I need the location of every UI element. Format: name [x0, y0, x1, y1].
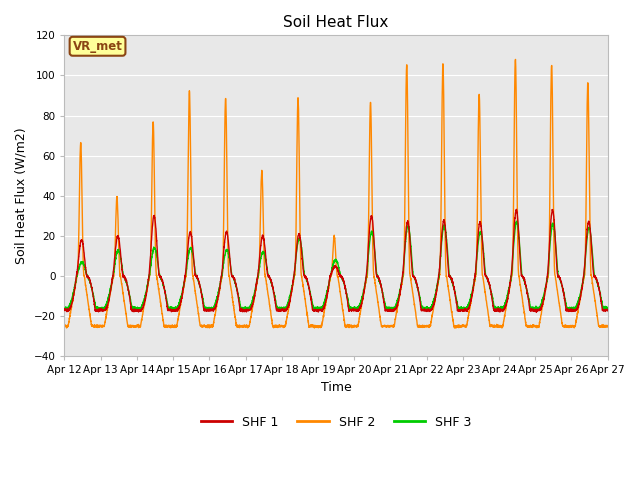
- SHF 2: [458, 323, 466, 328]
- SHF 3: [513, 218, 520, 224]
- SHF 2: [428, 316, 435, 322]
- SHF 2: [61, 323, 68, 329]
- SHF 2: [604, 323, 612, 329]
- SHF 1: [488, 298, 496, 304]
- SHF 1: [604, 308, 611, 313]
- SHF 2: [316, 323, 323, 329]
- Text: VR_met: VR_met: [72, 40, 122, 53]
- SHF 1: [316, 307, 323, 313]
- X-axis label: Time: Time: [321, 381, 351, 394]
- SHF 3: [158, 277, 166, 283]
- Title: Soil Heat Flux: Soil Heat Flux: [284, 15, 388, 30]
- SHF 1: [458, 307, 465, 312]
- SHF 2: [511, 57, 519, 62]
- Line: SHF 3: SHF 3: [65, 221, 608, 310]
- SHF 3: [458, 306, 466, 312]
- SHF 1: [158, 277, 166, 283]
- SHF 1: [604, 307, 612, 313]
- Legend: SHF 1, SHF 2, SHF 3: SHF 1, SHF 2, SHF 3: [196, 411, 476, 434]
- SHF 3: [61, 306, 68, 312]
- SHF 2: [452, 325, 460, 331]
- SHF 2: [604, 324, 611, 330]
- SHF 3: [316, 305, 323, 311]
- SHF 3: [489, 295, 497, 300]
- SHF 3: [426, 307, 433, 313]
- Line: SHF 1: SHF 1: [65, 209, 608, 312]
- Y-axis label: Soil Heat Flux (W/m2): Soil Heat Flux (W/m2): [15, 128, 28, 264]
- SHF 3: [604, 305, 612, 311]
- SHF 1: [513, 206, 520, 212]
- SHF 3: [428, 302, 436, 308]
- SHF 1: [61, 306, 68, 312]
- SHF 3: [604, 306, 611, 312]
- SHF 1: [532, 310, 540, 315]
- SHF 2: [158, 311, 166, 317]
- SHF 1: [428, 306, 435, 312]
- Line: SHF 2: SHF 2: [65, 60, 608, 328]
- SHF 2: [489, 324, 497, 330]
